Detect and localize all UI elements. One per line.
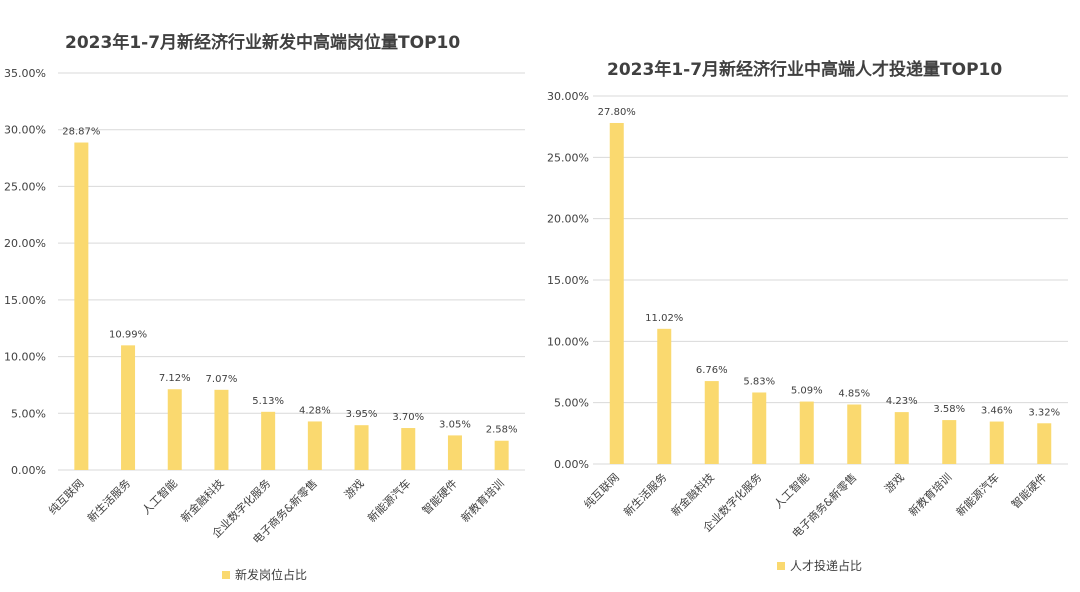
bar-chart-talent-applications: 0.00% 5.00% 10.00% 15.00% 20.00% 25.00% 30.00%… bbox=[547, 90, 1068, 541]
legend-label: 人才投递占比 bbox=[790, 559, 863, 573]
x-category-label: 游戏 bbox=[342, 477, 367, 502]
y-tick-label: 20.00% bbox=[4, 237, 46, 250]
bar bbox=[942, 420, 957, 464]
y-tick-label: 5.00% bbox=[554, 397, 589, 410]
legend: 人才投递占比 bbox=[777, 557, 862, 574]
x-category-label: 纯互联网 bbox=[46, 477, 86, 517]
data-label: 4.28% bbox=[299, 405, 331, 416]
x-category-label: 人工智能 bbox=[139, 476, 180, 517]
bar bbox=[214, 389, 229, 470]
data-label: 4.23% bbox=[886, 396, 918, 407]
bar bbox=[494, 440, 509, 470]
bar bbox=[704, 381, 719, 464]
data-label: 28.87% bbox=[62, 127, 100, 138]
y-tick-label: 0.00% bbox=[11, 464, 46, 477]
y-tick-label: 10.00% bbox=[4, 351, 46, 364]
y-tick-label: 10.00% bbox=[547, 335, 589, 348]
data-label: 6.76% bbox=[696, 365, 728, 376]
y-tick-label: 25.00% bbox=[547, 151, 589, 164]
legend-label: 新发岗位占比 bbox=[235, 568, 308, 582]
bar bbox=[609, 122, 624, 464]
bar bbox=[261, 411, 276, 470]
y-tick-label: 15.00% bbox=[4, 294, 46, 307]
bar bbox=[894, 412, 909, 464]
bar bbox=[307, 421, 322, 470]
y-tick-label: 30.00% bbox=[4, 124, 46, 137]
x-category-label: 人工智能 bbox=[771, 470, 812, 511]
chart-right: 2023年1-7月新经济行业中高端人才投递量TOP10 0.00% 5.00% 10… bbox=[540, 0, 1080, 592]
bar bbox=[752, 392, 767, 464]
x-category-label: 新金融科技 bbox=[178, 476, 227, 525]
bar bbox=[1037, 423, 1052, 464]
bar bbox=[847, 404, 862, 464]
x-category-label: 新生活服务 bbox=[621, 470, 670, 519]
bar-chart-new-positions: 0.00% 5.00% 10.00% 15.00% 20.00% 25.00% 30.00%… bbox=[4, 67, 525, 547]
legend-swatch bbox=[222, 570, 230, 579]
x-category-label: 新金融科技 bbox=[668, 470, 717, 519]
data-label: 11.02% bbox=[645, 313, 683, 324]
x-category-label: 智能硬件 bbox=[1008, 470, 1049, 511]
x-category-label: 新教育培训 bbox=[906, 470, 955, 519]
y-tick-label: 25.00% bbox=[4, 180, 46, 193]
y-tick-label: 0.00% bbox=[554, 458, 589, 471]
data-label: 3.58% bbox=[933, 404, 965, 415]
data-label: 5.09% bbox=[791, 386, 823, 397]
chart-left: 2023年1-7月新经济行业新发中高端岗位量TOP10 0.00% 5.00% 10… bbox=[4, 33, 525, 583]
bar bbox=[799, 401, 814, 464]
data-label: 3.05% bbox=[439, 419, 471, 430]
data-label: 3.70% bbox=[392, 412, 424, 423]
bar bbox=[121, 345, 136, 470]
bar bbox=[74, 142, 89, 470]
x-category-label: 新能源汽车 bbox=[953, 470, 1002, 519]
data-label: 27.80% bbox=[598, 107, 636, 118]
chart-title: 2023年1-7月新经济行业中高端人才投递量TOP10 bbox=[607, 60, 1003, 80]
data-label: 2.58% bbox=[486, 425, 518, 436]
bar bbox=[657, 328, 672, 464]
y-tick-label: 35.00% bbox=[4, 67, 46, 80]
y-tick-label: 5.00% bbox=[11, 407, 46, 420]
data-label: 7.12% bbox=[159, 373, 191, 384]
x-category-label: 新生活服务 bbox=[84, 476, 133, 525]
y-tick-label: 30.00% bbox=[547, 90, 589, 103]
x-category-label: 智能硬件 bbox=[419, 476, 460, 517]
data-label: 5.13% bbox=[252, 396, 284, 407]
bar bbox=[447, 435, 462, 470]
bar bbox=[354, 425, 369, 470]
chart-title: 2023年1-7月新经济行业新发中高端岗位量TOP10 bbox=[65, 33, 461, 53]
data-label: 3.46% bbox=[981, 406, 1013, 417]
data-label: 4.85% bbox=[838, 389, 870, 400]
data-label: 7.07% bbox=[206, 374, 238, 385]
y-tick-label: 20.00% bbox=[547, 213, 589, 226]
data-label: 3.32% bbox=[1028, 407, 1060, 418]
legend-swatch bbox=[777, 561, 785, 570]
bar bbox=[989, 421, 1004, 464]
x-category-label: 新教育培训 bbox=[458, 476, 507, 525]
bar bbox=[401, 428, 416, 470]
data-label: 5.83% bbox=[743, 376, 775, 387]
legend: 新发岗位占比 bbox=[222, 566, 307, 583]
x-category-label: 纯互联网 bbox=[582, 471, 622, 511]
y-tick-label: 15.00% bbox=[547, 274, 589, 287]
x-category-label: 游戏 bbox=[882, 471, 907, 496]
bar bbox=[167, 389, 182, 470]
data-label: 3.95% bbox=[346, 409, 378, 420]
data-label: 10.99% bbox=[109, 329, 147, 340]
x-category-label: 新能源汽车 bbox=[365, 476, 414, 525]
